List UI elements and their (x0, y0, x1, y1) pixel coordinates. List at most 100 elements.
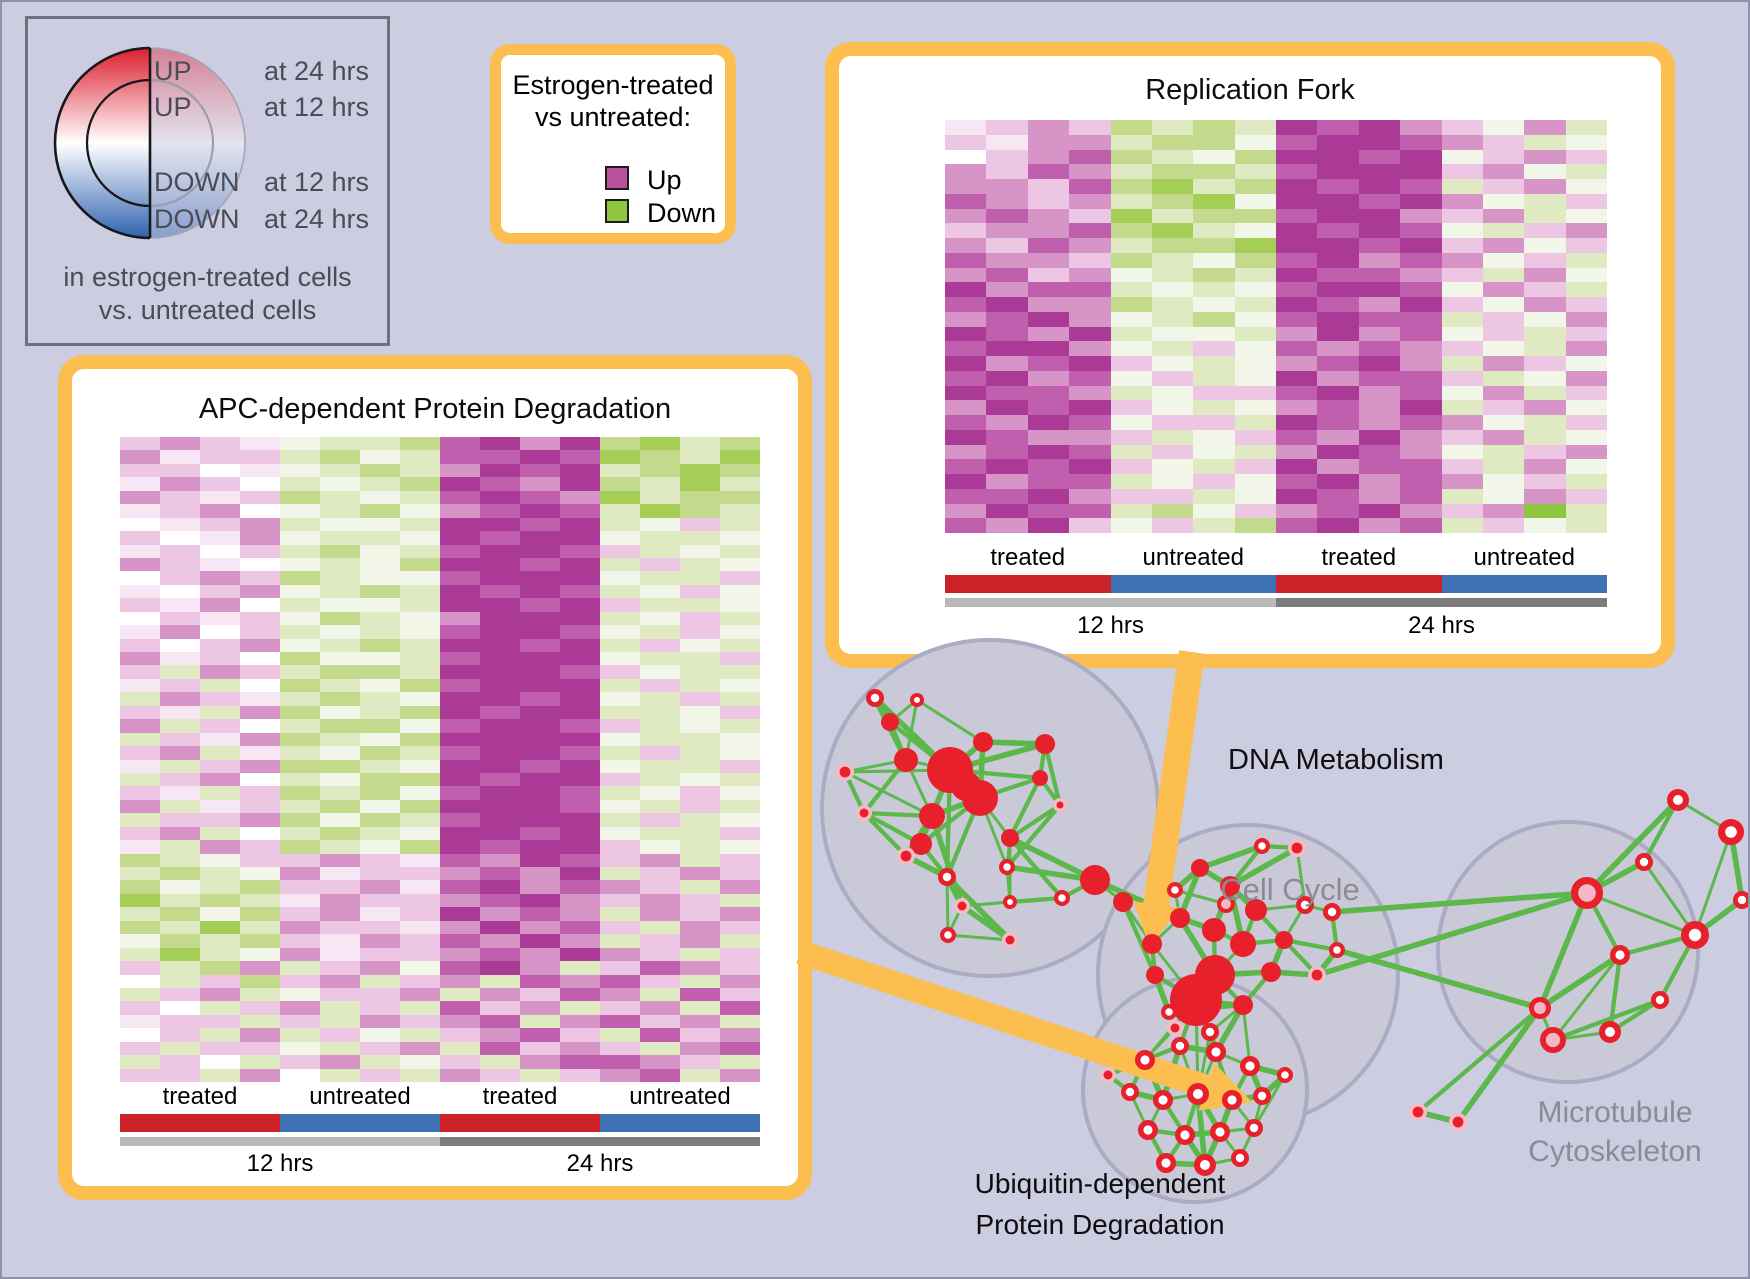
heatmap-cell (1276, 297, 1318, 312)
heatmap-cell (720, 907, 760, 921)
network-edge (929, 815, 965, 907)
heatmap-row (945, 415, 1607, 430)
heatmap-cell (1400, 193, 1442, 209)
heatmap-cell (1069, 311, 1111, 327)
heatmap-cell (1151, 267, 1194, 283)
gene-node-ring (1733, 891, 1750, 909)
legend-time: at 24 hrs (263, 56, 369, 86)
network-edge (1194, 999, 1200, 1095)
heatmap-cell (680, 1028, 720, 1042)
heatmap-cell (1234, 120, 1276, 135)
heatmap-cell (200, 611, 240, 626)
heatmap-cell (440, 1041, 480, 1056)
heatmap-cell (400, 490, 440, 505)
heatmap-cell (1317, 208, 1359, 224)
heatmap-row (945, 297, 1607, 312)
heatmap-cell (1069, 179, 1111, 194)
heatmap-cell (240, 840, 280, 854)
group-label: untreated (1142, 544, 1244, 571)
heatmap-cell (720, 974, 760, 988)
heatmap-cell (560, 517, 600, 532)
heatmap-cell (1027, 223, 1070, 238)
heatmap-cell (1276, 370, 1318, 386)
network-edge (1152, 974, 1172, 1013)
heatmap-cell (1151, 326, 1194, 342)
network-edge (1213, 1051, 1235, 1101)
heatmap-cell (600, 907, 640, 921)
time-label: 24 hrs (1408, 612, 1475, 639)
heatmap-cell (1317, 252, 1359, 268)
heatmap-cell (600, 947, 640, 962)
heatmap-cell (520, 557, 560, 572)
bar-segment (1110, 575, 1276, 593)
heatmap-cell (680, 947, 720, 962)
heatmap-cell (945, 252, 987, 268)
heatmap-cell (1524, 474, 1566, 489)
heatmap-cell (120, 853, 160, 867)
heatmap-row (120, 571, 760, 585)
heatmap-cell (280, 611, 320, 626)
heatmap-cell (600, 786, 640, 800)
network-edge (1162, 1092, 1199, 1102)
network-edge (1728, 831, 1745, 901)
heatmap-cell (1565, 370, 1607, 386)
heatmap-cell (480, 1028, 520, 1042)
heatmap-cell (1317, 429, 1359, 445)
heatmap-cell (520, 853, 560, 867)
heatmap-cell (1027, 488, 1070, 504)
heatmap-cell (480, 719, 520, 733)
heatmap-cell (480, 544, 520, 558)
heatmap-cell (720, 652, 760, 666)
heatmap-row (120, 867, 760, 881)
heatmap-cell (160, 678, 200, 693)
network-edge (1144, 1044, 1181, 1062)
network-edge (947, 933, 1011, 942)
heatmap-cell (480, 867, 520, 881)
heatmap-cell (200, 490, 240, 505)
heatmap-cell (1276, 179, 1318, 194)
heatmap-cell (1193, 400, 1235, 415)
gene-node-ring (1245, 1119, 1264, 1138)
heatmap-cell (440, 840, 480, 854)
heatmap-cell (720, 531, 760, 545)
heatmap-cell (1069, 370, 1111, 386)
gene-node-ring (1187, 1083, 1209, 1105)
heatmap-cell (280, 786, 320, 800)
heatmap-cell (200, 813, 240, 827)
heatmap-cell (680, 705, 720, 720)
heatmap-cell (120, 1014, 160, 1029)
legend-footer-line1: in estrogen-treated cells (63, 262, 352, 292)
heatmap-cell (1482, 474, 1525, 489)
heatmap-row (945, 518, 1607, 533)
heatmap-cell (1400, 488, 1442, 504)
heatmap-cell (160, 598, 200, 612)
network-edge (1538, 1007, 1555, 1041)
heatmap-cell (945, 385, 987, 401)
heatmap-cell (160, 1068, 200, 1082)
heatmap-cell (986, 488, 1028, 504)
heatmap-cell (160, 1001, 200, 1015)
heatmap-cell (1358, 134, 1401, 150)
heatmap-cell (1276, 503, 1318, 519)
heatmap-cell (1234, 385, 1276, 401)
cluster-label-ubiquitin-degradation: Ubiquitin-dependent Protein Degradation (935, 1163, 1265, 1245)
heatmap-cell (480, 611, 520, 626)
heatmap-cell (1151, 179, 1194, 194)
network-edge (1153, 973, 1198, 1002)
heatmap-cell (280, 1014, 320, 1029)
heatmap-cell (720, 705, 760, 720)
heatmap-cell (720, 893, 760, 908)
apc-heatmap (120, 437, 760, 1082)
heatmap-cell (280, 504, 320, 518)
heatmap-cell (1400, 164, 1442, 179)
heatmap-row (945, 282, 1607, 297)
heatmap-cell (200, 934, 240, 948)
network-edge (1209, 1003, 1244, 1034)
heatmap-cell (120, 813, 160, 827)
heatmap-cell (560, 652, 600, 666)
heatmap-cell (440, 759, 480, 773)
gene-node-ring (1053, 889, 1070, 906)
heatmap-cell (1110, 429, 1152, 445)
heatmap-row (120, 652, 760, 666)
heatmap-cell (200, 786, 240, 800)
